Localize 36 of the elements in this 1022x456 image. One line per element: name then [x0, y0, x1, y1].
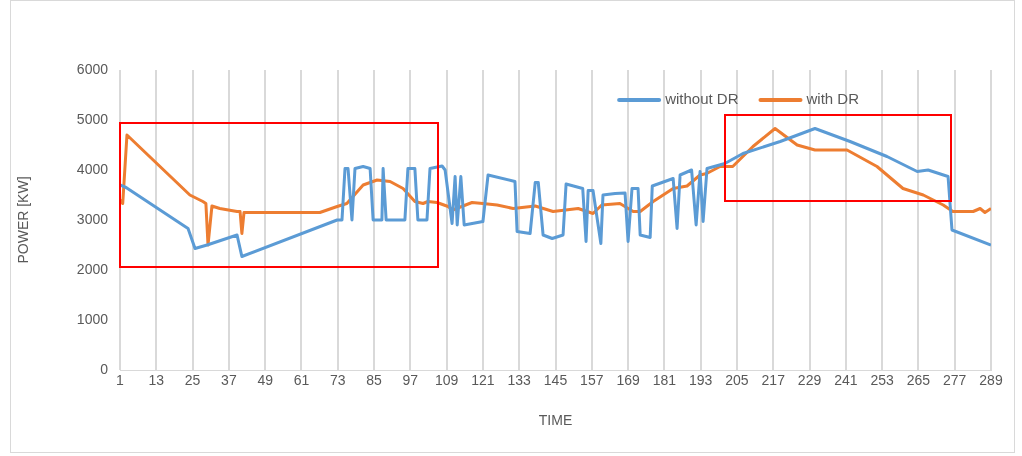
y-tick-label: 4000 — [76, 160, 109, 177]
x-tick-label: 229 — [797, 372, 822, 389]
x-tick-label: 49 — [257, 372, 274, 389]
x-tick-label: 73 — [329, 372, 346, 389]
x-tick-label: 13 — [148, 372, 165, 389]
x-tick-label: 169 — [616, 372, 640, 389]
y-tick-label: 2000 — [76, 260, 109, 277]
y-tick-label: 1000 — [76, 310, 109, 327]
y-axis-title: POWER [KW] — [15, 176, 32, 264]
y-tick-label: 6000 — [76, 60, 109, 77]
x-tick-label: 109 — [434, 372, 459, 389]
x-tick-label: 25 — [184, 372, 201, 389]
x-tick-label: 193 — [688, 372, 713, 389]
x-tick-label: 97 — [402, 372, 419, 389]
x-tick-label: 277 — [943, 372, 967, 389]
x-tick-label: 289 — [979, 372, 1003, 389]
x-tick-label: 1 — [116, 372, 125, 389]
legend-label: without DR — [664, 90, 739, 108]
x-tick-label: 85 — [366, 372, 383, 389]
x-tick-label: 37 — [221, 372, 237, 389]
x-axis-title: TIME — [538, 412, 573, 429]
legend-label: with DR — [805, 90, 860, 108]
x-tick-label: 253 — [870, 372, 895, 389]
x-tick-label: 181 — [652, 372, 677, 389]
y-tick-label: 5000 — [76, 110, 109, 127]
x-tick-label: 205 — [725, 372, 749, 389]
x-tick-label: 241 — [834, 372, 858, 389]
y-tick-label: 3000 — [76, 210, 109, 227]
y-tick-label: 0 — [100, 360, 109, 377]
x-tick-label: 145 — [543, 372, 568, 389]
x-tick-label: 265 — [906, 372, 931, 389]
x-tick-label: 61 — [293, 372, 310, 389]
x-tick-label: 133 — [507, 372, 532, 389]
x-tick-label: 157 — [580, 372, 604, 389]
x-tick-label: 217 — [761, 372, 786, 389]
x-tick-label: 121 — [471, 372, 495, 389]
